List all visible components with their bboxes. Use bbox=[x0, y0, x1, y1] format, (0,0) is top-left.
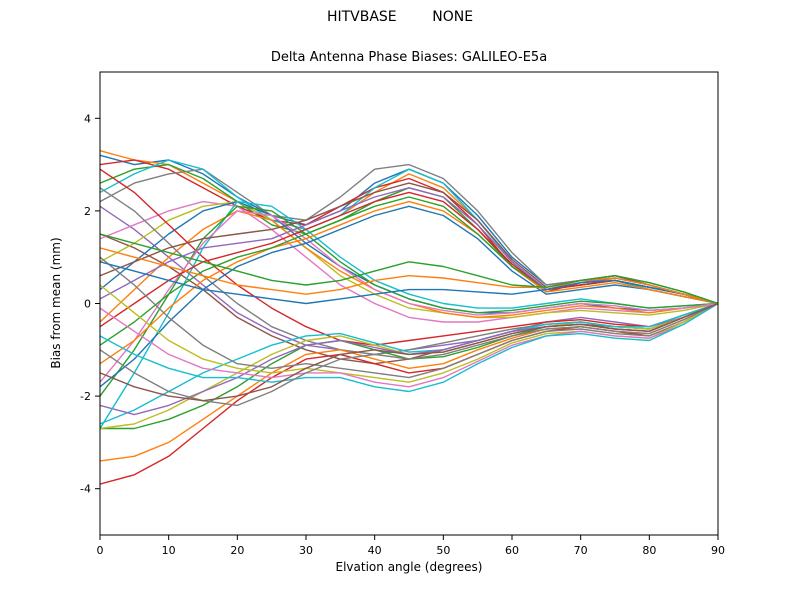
data-line-34 bbox=[100, 302, 718, 402]
y-axis-label: Bias from mean (mm) bbox=[49, 237, 63, 369]
data-line-24 bbox=[100, 200, 718, 365]
data-line-37 bbox=[100, 233, 718, 305]
x-tick-label: 30 bbox=[299, 544, 313, 557]
axes-title: Delta Antenna Phase Biases: GALILEO-E5a bbox=[270, 50, 548, 65]
y-tick-label: -2 bbox=[80, 390, 91, 403]
x-tick-label: 0 bbox=[97, 544, 104, 557]
data-line-29 bbox=[100, 256, 718, 379]
x-tick-label: 70 bbox=[574, 544, 588, 557]
data-line-9 bbox=[100, 200, 718, 319]
x-tick-label: 50 bbox=[436, 544, 450, 557]
figure-title: HITVBASE NONE bbox=[326, 9, 474, 25]
x-tick-label: 20 bbox=[230, 544, 244, 557]
data-line-35 bbox=[100, 261, 718, 305]
x-tick-label: 40 bbox=[368, 544, 382, 557]
x-tick-label: 60 bbox=[505, 544, 519, 557]
data-line-8 bbox=[100, 200, 718, 323]
data-line-12 bbox=[100, 168, 718, 346]
data-line-31 bbox=[100, 302, 718, 388]
x-axis-label: Elvation angle (degrees) bbox=[335, 560, 483, 574]
y-tick-label: -4 bbox=[80, 483, 91, 496]
y-tick-label: 4 bbox=[84, 112, 91, 125]
data-line-36 bbox=[100, 247, 718, 305]
data-line-18 bbox=[100, 302, 718, 425]
data-lines-group bbox=[100, 149, 718, 485]
y-tick-label: 2 bbox=[84, 205, 91, 218]
x-tick-label: 90 bbox=[711, 544, 725, 557]
y-tick-label: 0 bbox=[84, 298, 91, 311]
data-line-22 bbox=[100, 210, 718, 383]
data-line-32 bbox=[100, 302, 718, 393]
x-tick-label: 80 bbox=[642, 544, 656, 557]
x-tick-label: 10 bbox=[162, 544, 176, 557]
